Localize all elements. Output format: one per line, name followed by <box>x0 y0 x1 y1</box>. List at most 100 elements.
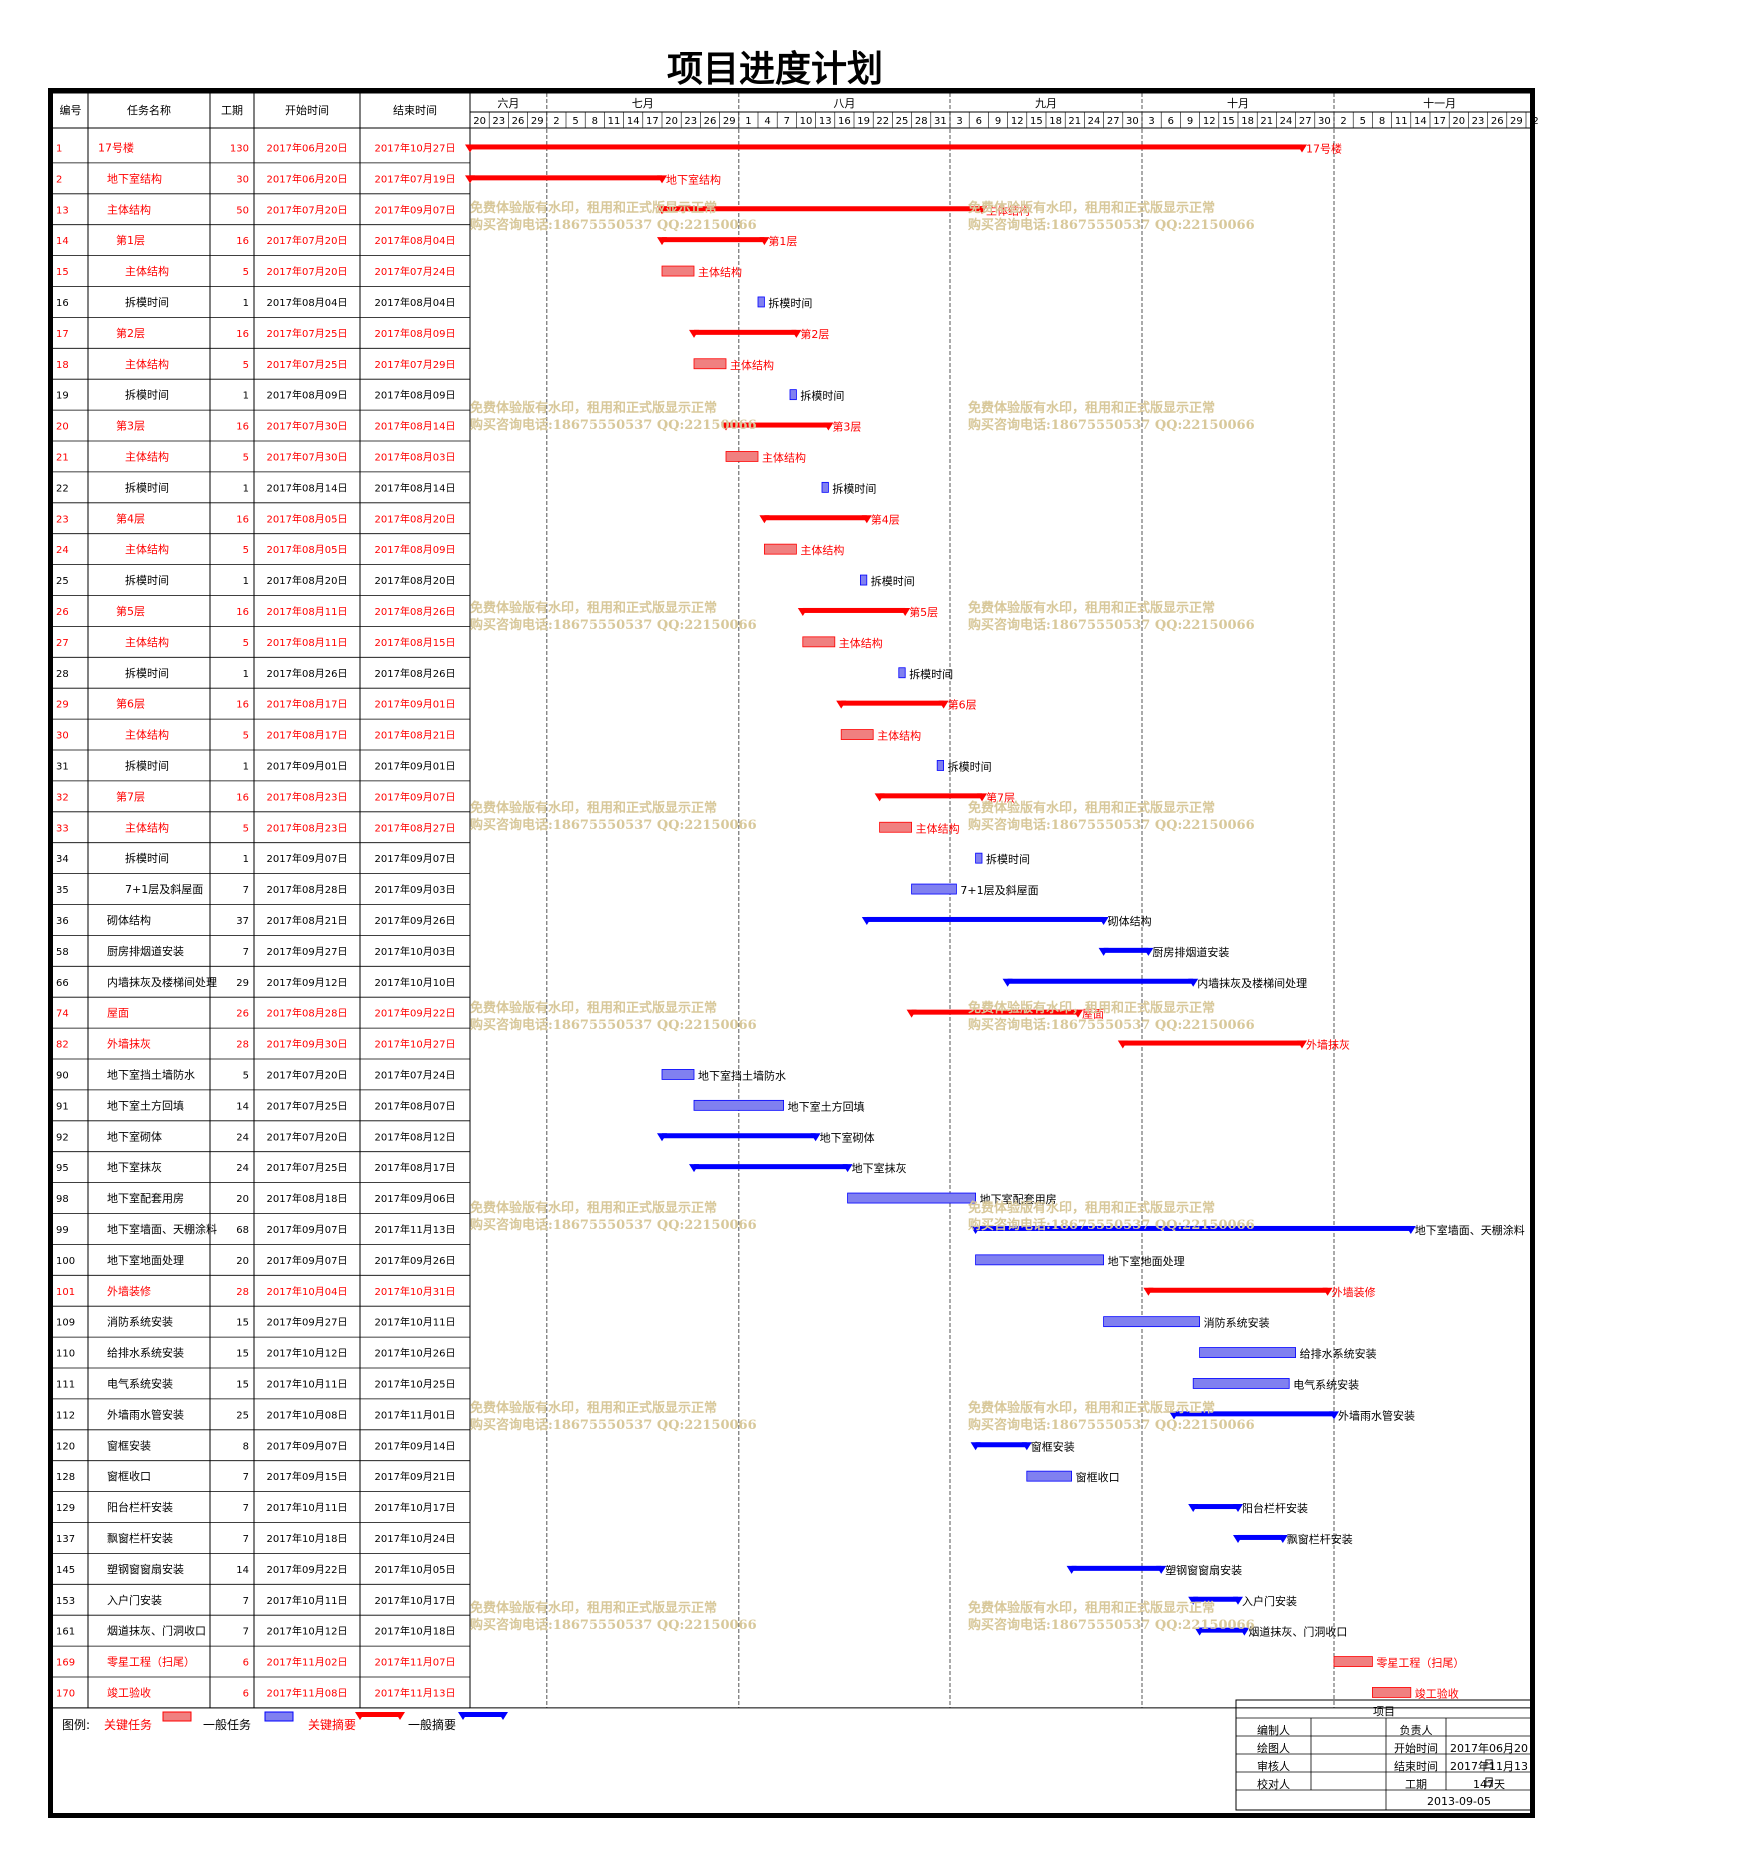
task-start: 2017年06月20日 <box>267 141 348 154</box>
summary-end-marker <box>791 329 802 338</box>
bar-label: 塑钢窗窗扇安装 <box>1165 1563 1242 1577</box>
task-name: 外墙抹灰 <box>107 1037 151 1051</box>
day-tick-label: 2 <box>1340 116 1346 127</box>
bar-label: 阳台栏杆安装 <box>1242 1501 1308 1515</box>
task-duration: 29 <box>236 978 249 989</box>
day-tick-label: 5 <box>1360 116 1366 127</box>
summary-start-marker <box>906 1009 917 1018</box>
task-bar <box>840 729 874 740</box>
task-name: 第5层 <box>116 604 145 618</box>
task-name: 竣工验收 <box>107 1685 151 1699</box>
task-end: 2017年08月12日 <box>375 1130 456 1143</box>
task-id: 111 <box>56 1379 75 1390</box>
task-name: 地下室配套用房 <box>107 1191 184 1205</box>
task-end: 2017年08月04日 <box>375 234 456 247</box>
info-end-value: 2017年11月13日 <box>1450 1760 1528 1789</box>
summary-bar <box>1193 1596 1238 1602</box>
task-name: 第1层 <box>116 233 145 247</box>
task-end: 2017年11月07日 <box>375 1656 456 1669</box>
task-end: 2017年09月06日 <box>375 1192 456 1205</box>
task-start: 2017年09月30日 <box>267 1038 348 1051</box>
task-id: 98 <box>56 1194 69 1205</box>
task-id: 129 <box>56 1503 75 1514</box>
task-id: 112 <box>56 1410 75 1421</box>
task-id: 20 <box>56 422 69 433</box>
chart-title: 项目进度计划 <box>666 49 883 90</box>
task-start: 2017年07月20日 <box>267 1068 348 1081</box>
task-name: 拆模时间 <box>125 758 169 772</box>
bar-label: 拆模时间 <box>871 574 915 588</box>
task-duration: 16 <box>236 700 249 711</box>
day-tick-label: 21 <box>1068 116 1081 127</box>
task-end: 2017年10月10日 <box>375 976 456 989</box>
summary-end-marker <box>1239 1627 1250 1636</box>
summary-bar <box>841 700 944 706</box>
day-tick-label: 18 <box>1241 116 1254 127</box>
task-duration: 14 <box>236 1101 249 1112</box>
summary-start-marker <box>759 515 770 524</box>
task-bar <box>1199 1347 1296 1358</box>
info-owner: 负责人 <box>1399 1724 1433 1737</box>
day-tick-label: 12 <box>1011 116 1024 127</box>
task-name: 主体结构 <box>125 449 169 463</box>
task-end: 2017年09月01日 <box>375 759 456 772</box>
summary-bar <box>764 515 867 521</box>
day-tick-label: 3 <box>1148 116 1154 127</box>
summary-bar <box>975 1225 1411 1231</box>
bar-label: 窗框收口 <box>1076 1470 1120 1484</box>
task-name: 17号楼 <box>98 140 134 154</box>
task-start: 2017年10月11日 <box>267 1501 348 1514</box>
task-bar <box>879 821 912 833</box>
summary-end-marker <box>1021 1442 1032 1451</box>
task-start: 2017年09月07日 <box>267 852 348 865</box>
task-start: 2017年06月20日 <box>267 172 348 185</box>
task-start: 2017年09月07日 <box>267 1439 348 1452</box>
summary-bar <box>1103 947 1149 953</box>
task-duration: 8 <box>243 1441 249 1452</box>
summary-start-marker <box>874 793 885 802</box>
info-duration-value: 147天 <box>1473 1778 1505 1791</box>
task-id: 58 <box>56 947 69 958</box>
task-bar <box>898 667 906 679</box>
task-id: 22 <box>56 483 69 494</box>
bar-label: 主体结构 <box>916 821 960 835</box>
task-id: 26 <box>56 607 69 618</box>
bar-label: 飘窗栏杆安装 <box>1287 1532 1353 1546</box>
summary-end-marker <box>1188 978 1199 987</box>
day-tick-label: 14 <box>627 116 640 127</box>
task-bar <box>661 1069 695 1080</box>
day-tick-label: 20 <box>1452 116 1465 127</box>
task-name: 窗框收口 <box>107 1469 151 1483</box>
info-drafter: 绘图人 <box>1257 1742 1290 1755</box>
task-name: 主体结构 <box>125 357 169 371</box>
task-end: 2017年10月03日 <box>375 945 456 958</box>
task-duration: 26 <box>236 1009 249 1020</box>
summary-end-marker <box>900 607 911 616</box>
bar-label: 拆模时间 <box>800 389 844 403</box>
task-id: 16 <box>56 298 69 309</box>
legend-critical-task-swatch <box>162 1711 192 1722</box>
summary-start-marker <box>1188 1504 1199 1513</box>
task-name: 消防系统安装 <box>107 1315 173 1329</box>
task-end: 2017年08月09日 <box>375 389 456 402</box>
task-name: 拆模时间 <box>125 388 169 402</box>
task-duration: 7 <box>243 885 249 896</box>
task-name: 零星工程（扫尾） <box>107 1656 195 1669</box>
task-duration: 5 <box>243 823 249 834</box>
summary-bar <box>662 1133 816 1139</box>
task-duration: 14 <box>236 1565 249 1576</box>
day-tick-label: 17 <box>1433 116 1446 127</box>
legend-normal-summary-marker <box>498 1712 508 1720</box>
day-tick-label: 6 <box>976 116 982 127</box>
task-name: 阳台栏杆安装 <box>107 1500 173 1514</box>
task-end: 2017年11月13日 <box>375 1686 456 1699</box>
task-end: 2017年11月01日 <box>375 1408 456 1421</box>
summary-end-marker <box>977 206 987 215</box>
day-tick-label: 29 <box>723 116 736 127</box>
task-start: 2017年08月11日 <box>267 605 348 618</box>
day-tick-label: 11 <box>1395 116 1408 127</box>
task-duration: 6 <box>243 1688 249 1699</box>
task-name: 窗框安装 <box>107 1438 151 1452</box>
task-duration: 24 <box>236 1132 249 1143</box>
